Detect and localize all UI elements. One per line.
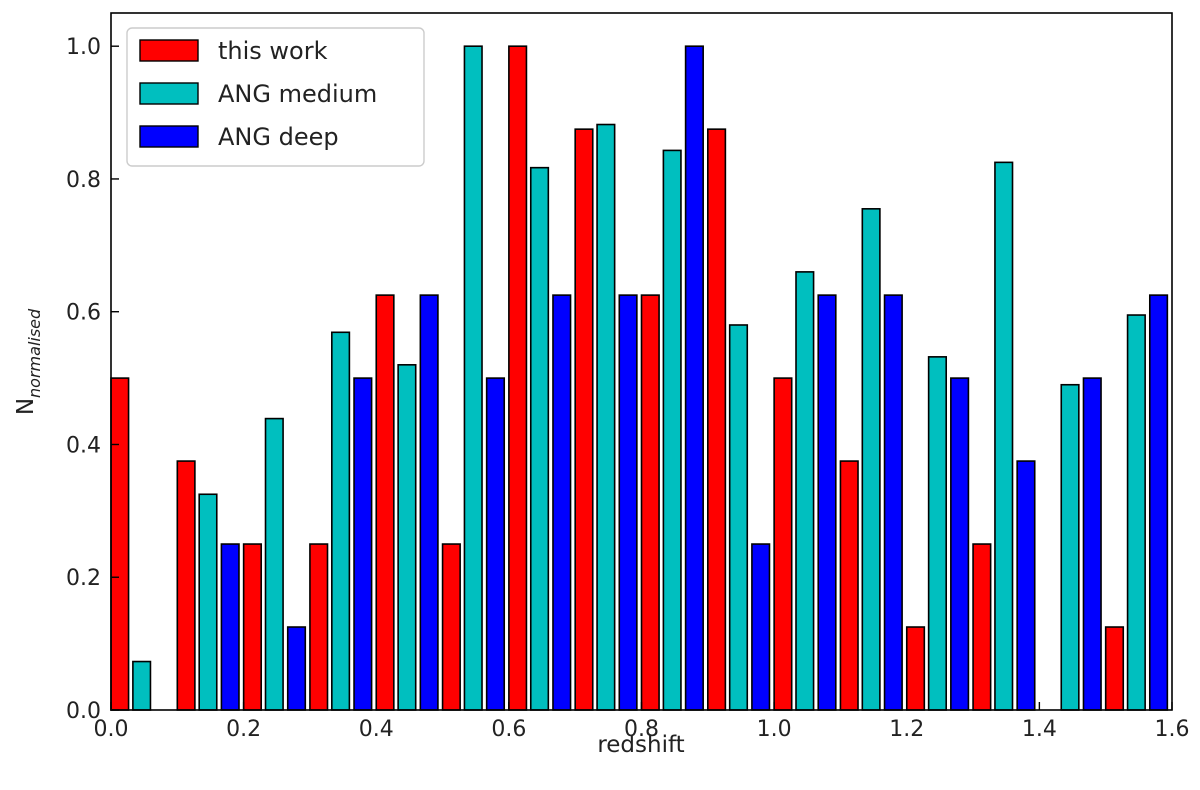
bar-series-2-bin-9 [662, 149, 682, 711]
bar-series-1-bin-16 [1104, 626, 1125, 711]
bar-series-2-bin-5 [397, 364, 417, 711]
bar-series-2-bin-15 [1060, 383, 1080, 711]
bar-series-2-bin-1 [132, 660, 152, 711]
legend-label-2: ANG medium [218, 80, 377, 108]
bar-series-1-bin-4 [309, 543, 329, 711]
bar-series-2-bin-14 [994, 161, 1014, 711]
bar-series-1-bin-6 [441, 543, 461, 711]
bar-series-3-bin-9 [684, 45, 704, 711]
bar-series-1-bin-1 [110, 377, 130, 711]
bar-series-3-bin-7 [552, 294, 572, 711]
y-tick-label: 0.0 [66, 699, 101, 724]
bar-series-3-bin-11 [817, 294, 837, 711]
bar-series-3-bin-13 [950, 377, 970, 711]
bar-series-3-bin-3 [286, 626, 307, 711]
x-tick-label: 1.4 [1022, 717, 1057, 742]
bar-series-1-bin-12 [839, 460, 859, 711]
legend: this work ANG medium ANG deep [126, 27, 425, 167]
bar-series-3-bin-15 [1082, 377, 1102, 711]
bar-series-1-bin-7 [508, 45, 528, 711]
y-tick-label: 0.2 [66, 566, 101, 591]
bar-series-2-bin-6 [463, 45, 483, 711]
y-tick-label: 0.8 [66, 168, 101, 193]
bar-series-1-bin-11 [773, 377, 793, 711]
legend-label-1: this work [218, 37, 328, 65]
legend-swatch-1 [139, 39, 199, 62]
bar-series-2-bin-12 [861, 208, 881, 711]
x-tick-label: 1.6 [1155, 717, 1190, 742]
y-tick-label: 0.4 [66, 433, 101, 458]
bar-series-1-bin-10 [707, 128, 727, 711]
y-axis-label: Nnormalised [13, 308, 44, 415]
bar-series-1-bin-9 [640, 294, 660, 711]
bar-series-1-bin-3 [242, 543, 262, 711]
y-axis-label-subscript: normalised [25, 308, 44, 398]
legend-label-3: ANG deep [218, 123, 339, 151]
bar-series-1-bin-8 [574, 128, 594, 711]
y-tick-label: 1.0 [66, 35, 101, 60]
bar-series-1-bin-5 [375, 294, 395, 711]
x-tick-label: 0.2 [226, 717, 261, 742]
legend-box [126, 27, 425, 167]
y-tick-label: 0.6 [66, 301, 101, 326]
ticks-layer: 0.0 0.2 0.4 0.6 0.8 1.0 1.2 1.4 1.6 0.0 0.2 0.4 0.6 0… [66, 35, 1190, 742]
bar-series-2-bin-16 [1126, 314, 1146, 711]
bar-series-2-bin-7 [529, 166, 550, 711]
legend-swatch-2 [139, 82, 199, 105]
x-tick-label: 0.6 [491, 717, 526, 742]
bar-series-2-bin-3 [264, 417, 284, 711]
bar-series-2-bin-4 [331, 331, 351, 711]
x-tick-label: 0.8 [624, 717, 659, 742]
bar-series-3-bin-2 [220, 543, 240, 711]
x-tick-label: 1.2 [889, 717, 924, 742]
legend-swatch-3 [139, 125, 199, 148]
bar-series-3-bin-10 [751, 543, 771, 711]
x-axis-label: redshift [597, 732, 684, 758]
bar-series-2-bin-11 [795, 271, 815, 711]
bar-series-3-bin-8 [618, 294, 638, 711]
x-tick-label: 1.0 [757, 717, 792, 742]
bar-series-2-bin-10 [728, 324, 749, 711]
bar-series-3-bin-14 [1016, 460, 1036, 711]
bar-series-3-bin-16 [1148, 294, 1169, 711]
bar-series-1-bin-13 [905, 626, 926, 711]
bar-series-2-bin-13 [927, 356, 948, 711]
x-tick-label: 0.4 [359, 717, 394, 742]
bar-series-3-bin-5 [419, 294, 439, 711]
bar-series-3-bin-6 [485, 377, 506, 711]
bar-series-3-bin-4 [353, 377, 373, 711]
bar-series-1-bin-2 [176, 460, 196, 711]
bar-series-1-bin-14 [972, 543, 992, 711]
x-tick-label: 0.0 [94, 717, 129, 742]
bar-series-3-bin-12 [883, 294, 903, 711]
bar-series-2-bin-2 [198, 493, 218, 711]
bar-series-2-bin-8 [596, 123, 616, 711]
y-axis-label-main: N [13, 398, 39, 415]
